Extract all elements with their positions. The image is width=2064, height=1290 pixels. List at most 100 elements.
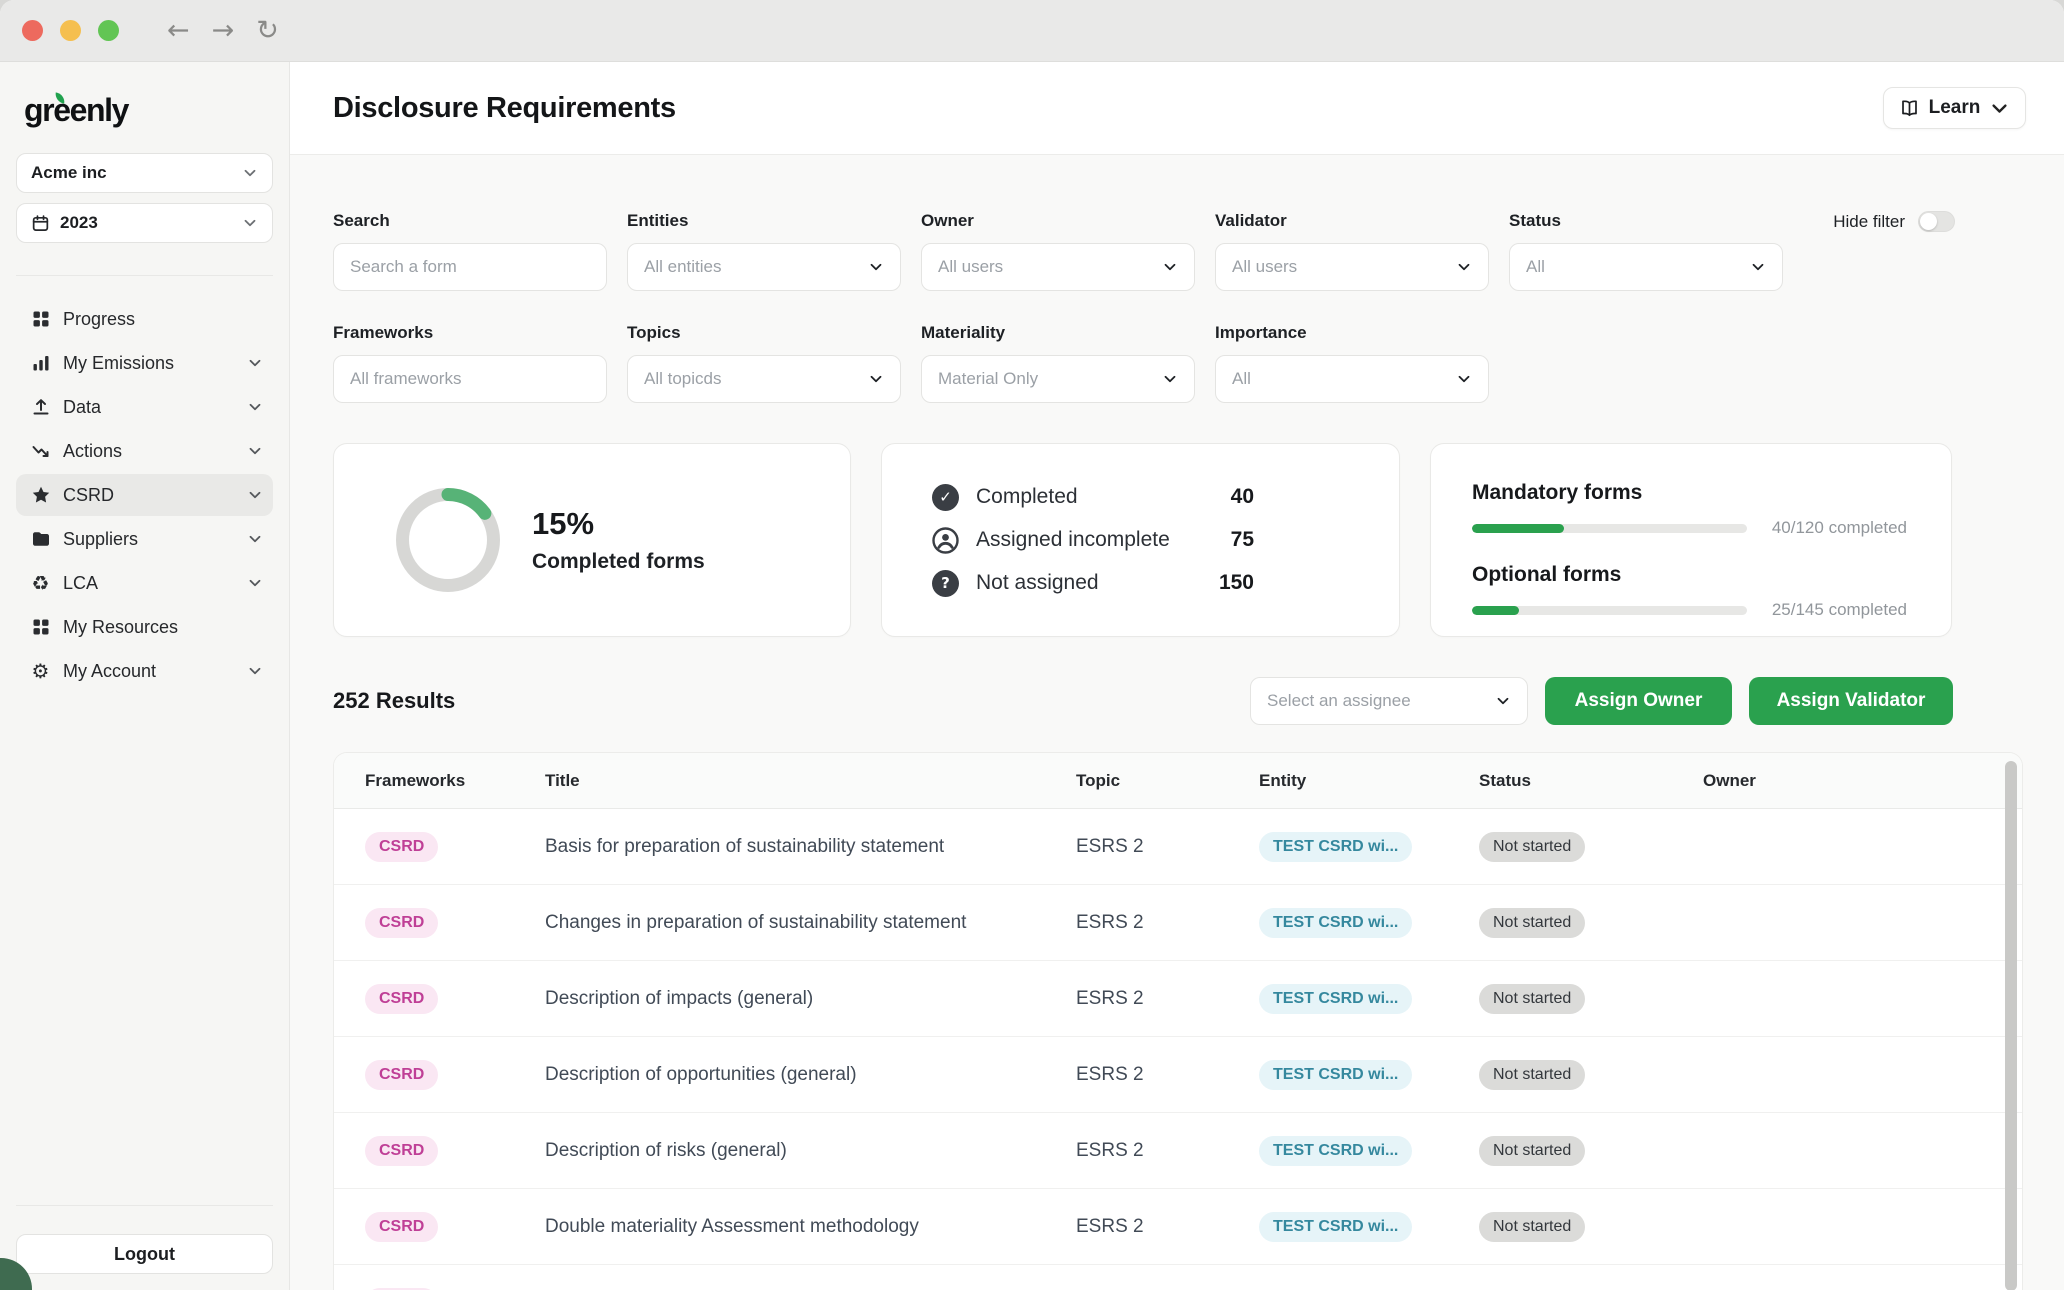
table-row[interactable]: CSRD Description of opportunities (gener… [334, 1037, 2022, 1113]
filter-select[interactable]: All [1509, 243, 1783, 291]
sidebar-item-lca[interactable]: ♻ LCA [16, 562, 273, 604]
framework-badge: CSRD [365, 908, 438, 938]
reload-icon[interactable]: ↻ [256, 17, 279, 44]
chevron-down-icon [247, 443, 263, 459]
stat-label: Completed [976, 485, 1078, 509]
assignment-stat-row: ✓ Completed 40 [932, 484, 1254, 511]
filter-owner: Owner All users [921, 211, 1195, 291]
bar-chart-icon [29, 352, 52, 375]
filter-select-value: All [1232, 369, 1251, 389]
status-badge: Not started [1479, 832, 1585, 862]
status-badge: Not started [1479, 984, 1585, 1014]
table-row[interactable]: CSRD Basis for preparation of sustainabi… [334, 809, 2022, 885]
filter-status: Status All [1509, 211, 1783, 291]
filter-input[interactable] [333, 243, 607, 291]
status-badge: Not started [1479, 1212, 1585, 1242]
sidebar-item-actions[interactable]: Actions [16, 430, 273, 472]
filter-label: Materiality [921, 323, 1195, 343]
filter-row-2: Frameworks Topics All topicds Materialit… [333, 323, 2023, 403]
filter-select[interactable]: All users [1215, 243, 1489, 291]
column-header-frameworks[interactable]: Frameworks [365, 771, 545, 791]
chevron-down-icon [868, 259, 884, 275]
filter-select-value: All topicds [644, 369, 721, 389]
filter-select[interactable]: All users [921, 243, 1195, 291]
completion-caption: Completed forms [532, 550, 705, 574]
learn-button[interactable]: Learn [1883, 87, 2026, 129]
sidebar-item-label: LCA [63, 573, 98, 594]
minimize-window-button[interactable] [60, 20, 81, 41]
upload-icon [29, 396, 52, 419]
check-circle-icon: ✓ [932, 484, 959, 511]
results-count: 252 Results [333, 688, 455, 714]
stat-value: 75 [1231, 528, 1254, 552]
results-bar: 252 Results Select an assignee Assign Ow… [333, 677, 2023, 725]
table-row[interactable]: CSRD Double materiality Assessment metho… [334, 1189, 2022, 1265]
organization-value: Acme inc [31, 163, 107, 183]
completion-card: 15% Completed forms [333, 443, 851, 637]
sidebar-item-label: My Account [63, 661, 156, 682]
year-selector[interactable]: 2023 [16, 203, 273, 243]
filter-select[interactable]: Material Only [921, 355, 1195, 403]
framework-badge: CSRD [365, 832, 438, 862]
row-topic: ESRS 2 [1076, 1216, 1259, 1238]
sidebar-item-my-account[interactable]: ⚙ My Account [16, 650, 273, 692]
learn-label: Learn [1929, 97, 1981, 119]
row-topic: ESRS 2 [1076, 988, 1259, 1010]
assignee-placeholder: Select an assignee [1267, 691, 1411, 711]
assign-owner-button[interactable]: Assign Owner [1545, 677, 1732, 725]
row-title: Description of risks (general) [545, 1140, 1076, 1162]
stat-label: Not assigned [976, 571, 1099, 595]
column-header-owner[interactable]: Owner [1703, 771, 1982, 791]
filter-select[interactable]: All topicds [627, 355, 901, 403]
table-row[interactable]: CSRD Description of impacts (general) ES… [334, 961, 2022, 1037]
calendar-icon [31, 214, 50, 233]
filter-select[interactable]: All [1215, 355, 1489, 403]
table-row[interactable]: CSRD [334, 1265, 2022, 1290]
column-header-entity[interactable]: Entity [1259, 771, 1479, 791]
column-header-status[interactable]: Status [1479, 771, 1703, 791]
table-row[interactable]: CSRD Description of risks (general) ESRS… [334, 1113, 2022, 1189]
filter-input[interactable] [333, 355, 607, 403]
sidebar-item-data[interactable]: Data [16, 386, 273, 428]
chevron-down-icon [247, 399, 263, 415]
table-row[interactable]: CSRD Changes in preparation of sustainab… [334, 885, 2022, 961]
back-icon[interactable]: ← [167, 17, 190, 44]
sidebar: greenly Acme inc 2023 Progress My Emissi… [0, 62, 290, 1290]
filter-label: Importance [1215, 323, 1489, 343]
sidebar-divider [16, 275, 273, 276]
organization-selector[interactable]: Acme inc [16, 153, 273, 193]
hide-filter-label: Hide filter [1833, 212, 1905, 232]
column-header-title[interactable]: Title [545, 771, 1076, 791]
chevron-down-icon [1495, 693, 1511, 709]
filter-label: Validator [1215, 211, 1489, 231]
assignment-stat-row: ? Not assigned 150 [932, 570, 1254, 597]
star-icon [29, 484, 52, 507]
forward-icon[interactable]: → [212, 17, 235, 44]
stat-label: Assigned incomplete [976, 528, 1170, 552]
recycle-icon: ♻ [29, 572, 52, 595]
chevron-down-icon [247, 575, 263, 591]
zoom-window-button[interactable] [98, 20, 119, 41]
content-area: Hide filter Search Entities All entities… [290, 155, 2064, 1290]
filter-label: Entities [627, 211, 901, 231]
close-window-button[interactable] [22, 20, 43, 41]
filter-materiality: Materiality Material Only [921, 323, 1195, 403]
sidebar-item-my-emissions[interactable]: My Emissions [16, 342, 273, 384]
disclosure-table: FrameworksTitleTopicEntityStatusOwner CS… [333, 752, 2023, 1290]
column-header-topic[interactable]: Topic [1076, 771, 1259, 791]
filter-label: Status [1509, 211, 1783, 231]
book-icon [1899, 98, 1920, 119]
assign-validator-button[interactable]: Assign Validator [1749, 677, 1953, 725]
sidebar-item-csrd[interactable]: CSRD [16, 474, 273, 516]
entity-badge: TEST CSRD wi... [1259, 1212, 1412, 1242]
row-title: Changes in preparation of sustainability… [545, 912, 1076, 934]
table-scrollbar[interactable] [2005, 761, 2017, 1290]
filter-select[interactable]: All entities [627, 243, 901, 291]
sidebar-item-progress[interactable]: Progress [16, 298, 273, 340]
hide-filter-toggle[interactable] [1918, 211, 1955, 232]
sidebar-item-suppliers[interactable]: Suppliers [16, 518, 273, 560]
gear-icon: ⚙ [29, 660, 52, 683]
sidebar-item-my-resources[interactable]: My Resources [16, 606, 273, 648]
assignee-select[interactable]: Select an assignee [1250, 677, 1528, 725]
logout-button[interactable]: Logout [16, 1234, 273, 1274]
